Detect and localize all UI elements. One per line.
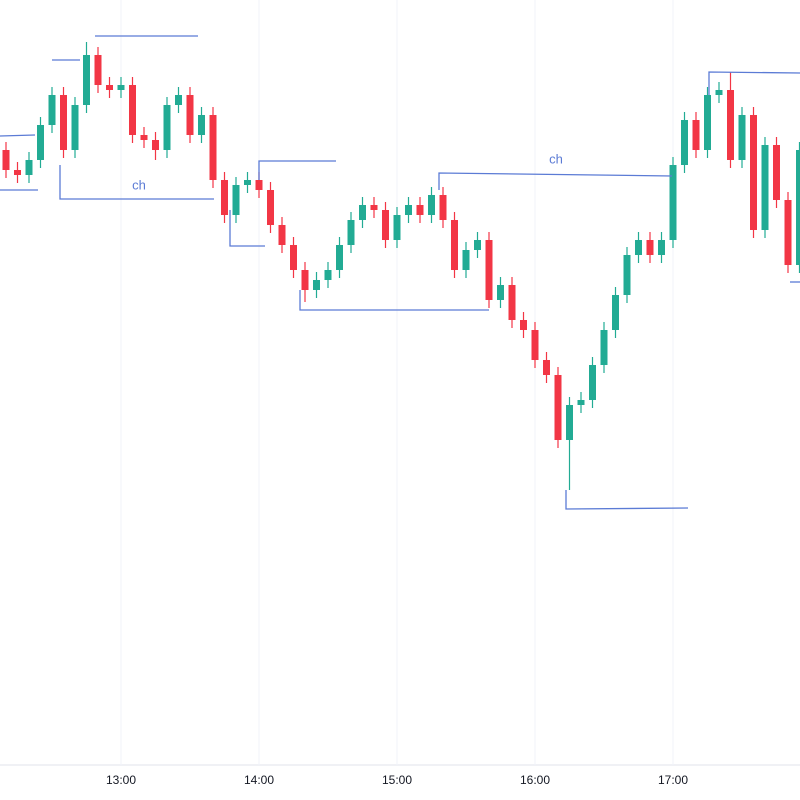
candle-body <box>416 205 424 215</box>
candle-body <box>405 205 412 215</box>
candle-body <box>48 95 56 125</box>
candle-body <box>152 140 159 150</box>
candle-body <box>796 150 800 265</box>
x-tick-label: 13:00 <box>106 773 136 787</box>
level-line <box>708 71 800 95</box>
candle-body <box>129 85 136 135</box>
candle-body <box>485 240 493 300</box>
candle-body <box>531 330 539 360</box>
drawings: ch ch <box>0 35 800 510</box>
candles <box>2 42 800 490</box>
candle-body <box>393 215 401 240</box>
candle-body <box>117 85 125 90</box>
candle-body <box>140 135 148 140</box>
candle-body <box>324 270 332 280</box>
candle-body <box>313 280 320 290</box>
candle-body <box>428 195 435 215</box>
candle-body <box>106 85 113 90</box>
candle-body <box>497 285 504 300</box>
annotation: ch <box>549 151 563 166</box>
candle-body <box>14 170 21 175</box>
candle-body <box>773 145 780 200</box>
candle-body <box>554 375 562 440</box>
candle-body <box>738 115 746 160</box>
candle-body <box>244 180 251 185</box>
candle-body <box>221 180 228 215</box>
candle-body <box>439 195 447 220</box>
candle-body <box>198 115 205 135</box>
candle-body <box>669 165 677 240</box>
candle-body <box>589 365 596 400</box>
level-line <box>299 290 489 311</box>
candle-body <box>543 360 550 375</box>
candle-body <box>761 145 769 230</box>
candle-body <box>370 205 378 210</box>
level-line <box>59 165 214 200</box>
candle-body <box>94 55 102 85</box>
candle-body <box>37 125 44 160</box>
candle-body <box>692 120 700 150</box>
candle-body <box>577 400 585 405</box>
candle-body <box>267 190 274 225</box>
candle-body <box>186 95 194 135</box>
candle-body <box>278 225 286 245</box>
candle-body <box>635 240 642 255</box>
candle-body <box>83 55 90 105</box>
candle-body <box>60 95 67 150</box>
annotation: ch <box>132 177 146 192</box>
level-line <box>438 172 673 190</box>
candle-body <box>704 95 711 150</box>
candle-body <box>209 115 217 180</box>
x-tick-label: 15:00 <box>382 773 412 787</box>
candle-body <box>462 250 470 270</box>
candle-body <box>163 105 171 150</box>
candle-body <box>646 240 654 255</box>
candle-body <box>658 240 665 255</box>
candle-body <box>612 295 619 330</box>
candle-body <box>681 120 688 165</box>
candle-body <box>727 90 734 160</box>
level-line <box>229 210 265 247</box>
candle-body <box>71 105 79 150</box>
level-line <box>258 160 336 180</box>
candle-body <box>359 205 366 220</box>
level-line <box>565 490 689 510</box>
x-tick-label: 16:00 <box>520 773 550 787</box>
candle-body <box>784 200 792 265</box>
candle-body <box>600 330 608 365</box>
candle-body <box>232 185 240 215</box>
candle-body <box>508 285 516 320</box>
candle-body <box>336 245 343 270</box>
candle-body <box>566 405 573 440</box>
candle-body <box>474 240 481 250</box>
candle-body <box>520 320 527 330</box>
candle-body <box>290 245 297 270</box>
candle-body <box>382 210 389 240</box>
candle-body <box>451 220 458 270</box>
candle-body <box>175 95 182 105</box>
candle-body <box>255 180 263 190</box>
candle-body <box>301 270 309 290</box>
candle-body <box>623 255 631 295</box>
candle-body <box>347 220 355 245</box>
candle-body <box>715 90 723 95</box>
x-tick-label: 17:00 <box>658 773 688 787</box>
candle-body <box>25 160 33 175</box>
candle-body <box>2 150 10 170</box>
level-line <box>0 134 36 137</box>
candle-body <box>750 115 757 230</box>
x-tick-label: 14:00 <box>244 773 274 787</box>
